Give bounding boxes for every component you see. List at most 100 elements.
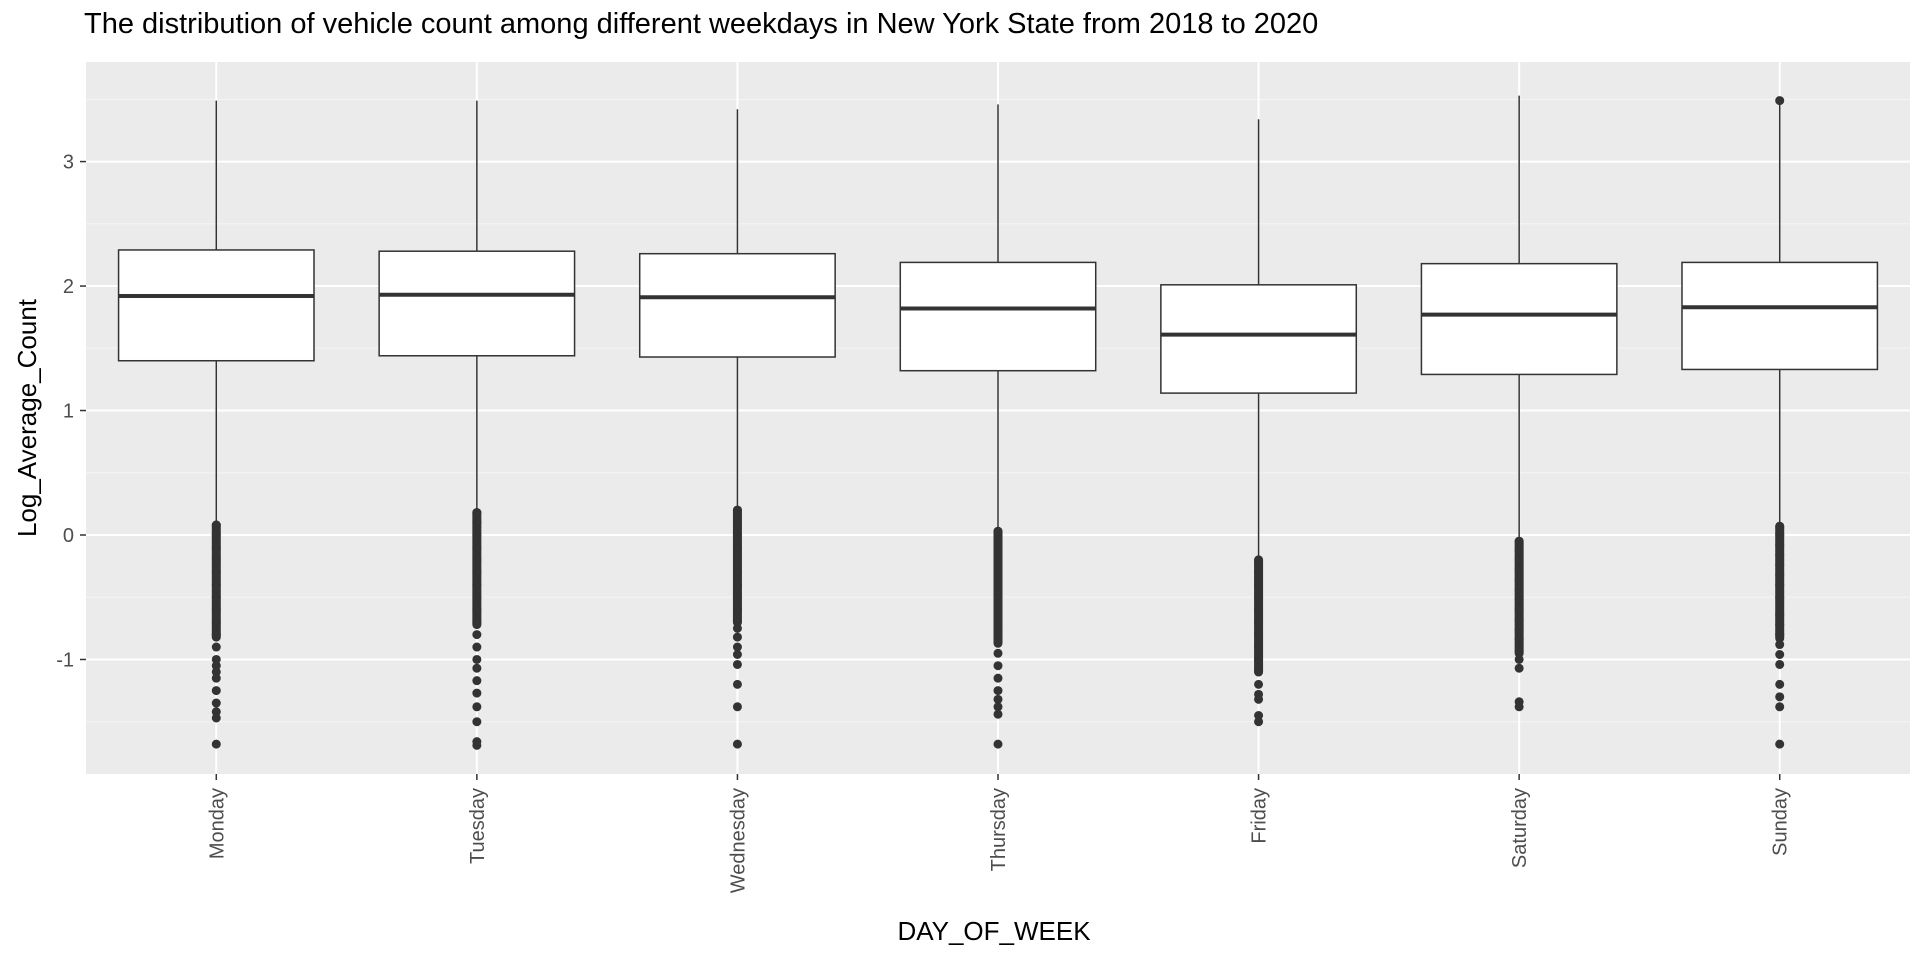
outlier-point [1254,567,1264,577]
outlier-point [1254,617,1264,627]
outlier-point [732,505,742,515]
outlier-point [1514,635,1524,645]
outlier-point [993,636,1003,646]
outlier-point [1254,679,1264,689]
outlier-point [1514,585,1524,595]
x-tick-label: Tuesday [467,788,489,864]
x-tick-label: Monday [206,788,228,859]
box-body [899,261,1097,372]
box-tuesday [378,100,576,750]
outlier-point [1254,630,1264,640]
outlier-point [1254,667,1264,677]
outlier-point [1775,659,1785,669]
outlier-point [211,555,221,565]
outlier-point [993,702,1003,712]
outlier-point [1254,642,1264,652]
outlier-point [1775,739,1785,749]
outlier-point [732,659,742,669]
box-thursday [899,104,1097,749]
x-tick-label: Friday [1249,788,1271,844]
box-body [1681,261,1879,371]
outlier-point [732,592,742,602]
outlier-point [732,542,742,552]
x-tick-label: Wednesday [727,788,749,893]
outlier-point [993,673,1003,683]
outlier-point [993,739,1003,749]
outlier-point [1775,702,1785,712]
outlier-point [1775,650,1785,660]
outlier-point [732,623,742,633]
outlier-point [472,676,482,686]
outlier-point [993,694,1003,704]
outlier-point [993,661,1003,671]
y-tick-label: 3 [63,152,74,174]
outlier-point [1775,592,1785,602]
x-axis-title: DAY_OF_WEEK [897,916,1091,946]
outlier-point [1254,654,1264,664]
y-tick-label: 0 [63,525,74,547]
outlier-point [732,580,742,590]
outlier-point [993,526,1003,536]
outlier-point [211,654,221,664]
outlier-point [211,530,221,540]
outlier-point [1514,575,1524,585]
outlier-point [1514,545,1524,555]
box-friday [1160,119,1358,727]
outlier-point [1514,555,1524,565]
outlier-point [1514,605,1524,615]
outlier-point [1254,710,1264,720]
outlier-point [211,592,221,602]
outlier-point [472,580,482,590]
x-axis: Monday Tuesday Wednesday Thursday Friday Satu… [206,774,1792,893]
outlier-point [472,542,482,552]
outlier-point [1514,565,1524,575]
y-tick-label: 2 [63,276,74,298]
y-tick-label: 1 [63,401,74,423]
outlier-point [1514,702,1524,712]
outlier-point [472,630,482,640]
outlier-point [993,586,1003,596]
outlier-point [1775,679,1785,689]
outlier-point [211,686,221,696]
outlier-point [472,617,482,627]
outlier-point [472,508,482,518]
outlier-point [993,536,1003,546]
outlier-point [1254,605,1264,615]
outlier-point [472,592,482,602]
outlier-point [732,555,742,565]
outlier-point [993,574,1003,584]
outlier-point [211,617,221,627]
outlier-point [993,623,1003,633]
outlier-point [732,632,742,642]
outlier-point [472,605,482,615]
box-body [117,249,315,362]
outlier-point [1514,654,1524,664]
outlier-point [732,605,742,615]
outlier-point [993,709,1003,719]
outlier-point [732,518,742,528]
outlier-point [732,617,742,627]
outlier-point [1254,592,1264,602]
outlier-point [732,567,742,577]
outlier-point [472,717,482,727]
box-monday [117,100,315,749]
outlier-point [1254,555,1264,565]
outlier-point [732,702,742,712]
box-body [1420,262,1618,376]
outlier-point [1254,717,1264,727]
outlier-point [211,642,221,652]
outlier-point [1514,625,1524,635]
outlier-point [1775,521,1785,531]
outlier-point [993,549,1003,559]
outlier-point [211,630,221,640]
outlier-point [732,530,742,540]
outlier-point [472,555,482,565]
y-tick-label: -1 [56,649,74,671]
outlier-point [1514,536,1524,546]
outlier-point [993,686,1003,696]
outlier-point [1775,570,1785,580]
box-body [378,250,576,357]
outlier-point [993,611,1003,621]
outlier-point [211,698,221,708]
